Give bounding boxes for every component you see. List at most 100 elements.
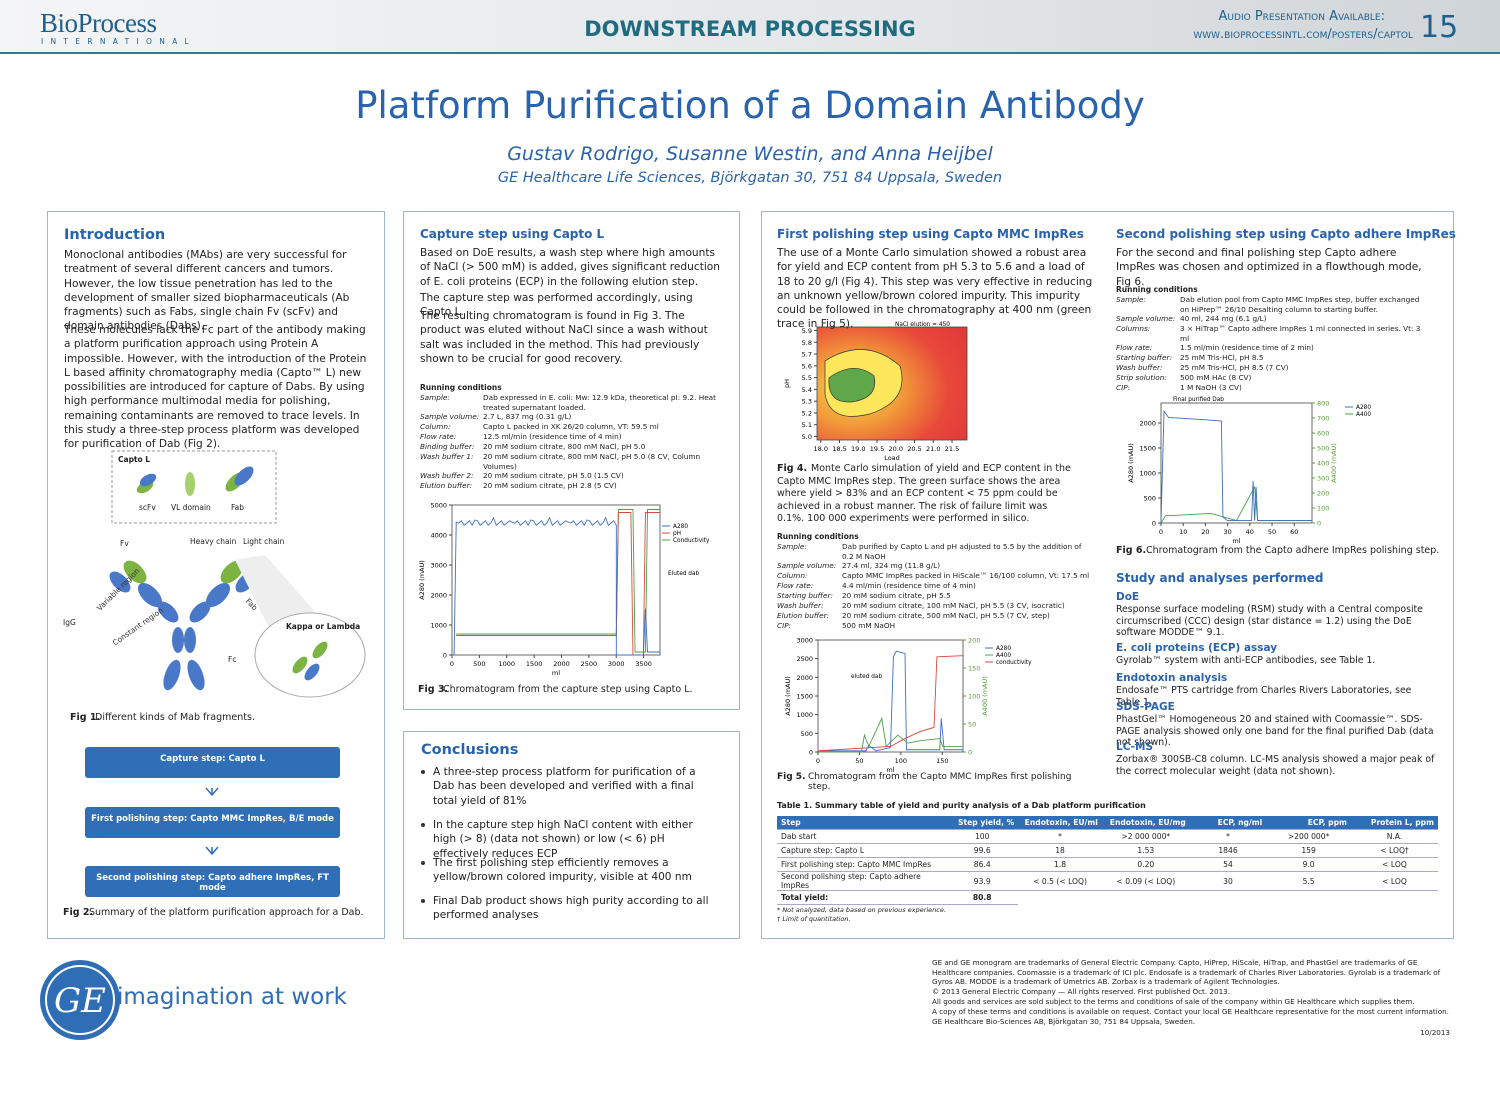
x-tick-label: 100 <box>895 757 907 765</box>
subheading: Endotoxin analysis <box>1116 672 1228 684</box>
annotation: NaCl elution = 450 <box>895 322 950 328</box>
x-tick-label: 20 <box>1201 528 1209 536</box>
caption: Summary of the platform purification app… <box>89 907 364 918</box>
x-tick-label: 10 <box>1179 528 1187 536</box>
trace <box>1160 410 1312 524</box>
y-tick-label: 5000 <box>430 502 447 510</box>
condition-value: 500 mM HAc (8 CV) <box>1180 373 1252 382</box>
y-tick-label: 2500 <box>796 655 813 663</box>
caption-label: Fig 5. <box>777 772 806 782</box>
annotation: Eluted dab <box>668 571 700 577</box>
y2-tick-label: 300 <box>1317 475 1329 483</box>
bullet-dot <box>421 899 425 903</box>
trace <box>818 716 963 753</box>
caption-label: Fig 1. <box>70 712 101 723</box>
caption: Chromatogram from the Capto MMC ImpRes f… <box>808 772 1072 792</box>
condition-key: Column: <box>777 571 808 580</box>
y-tick-label: 500 <box>1144 495 1156 503</box>
cell: * <box>1018 829 1102 844</box>
y2-tick-label: 600 <box>1317 430 1329 438</box>
caption-label: Fig 3. <box>418 684 449 695</box>
cell: 9.0 <box>1266 857 1351 872</box>
x-tick-label: 20.5 <box>907 445 921 453</box>
y-tick-label: 3000 <box>430 562 447 570</box>
footnote: † Limit of quantitation. <box>777 915 851 923</box>
heading: Conclusions <box>421 742 519 758</box>
condition-value: 20 mM sodium citrate, pH 2.8 (5 CV) <box>483 481 617 490</box>
x-tick-label: 150 <box>936 757 948 765</box>
condition-key: Starting buffer: <box>1116 353 1172 362</box>
caption-label: Fig 2. <box>63 907 94 918</box>
condition-key: Sample: <box>1116 295 1146 304</box>
y-tick-label: 5.4 <box>802 386 812 394</box>
figure-label: VL domain <box>171 503 211 512</box>
cell: 80.8 <box>946 890 1019 905</box>
x-tick-label: 2500 <box>581 660 598 668</box>
figure-label: Kappa or Lambda <box>286 622 361 631</box>
conditions-heading: Running conditions <box>1116 285 1198 294</box>
y-tick-label: 3000 <box>796 637 813 645</box>
y-tick-label: 5.8 <box>802 339 812 347</box>
flow-step: Second polishing step: Capto adhere ImpR… <box>96 873 329 893</box>
cell: Total yield: <box>777 890 947 905</box>
y-tick-label: 5.3 <box>802 398 812 406</box>
condition-value: 20 mM sodium citrate, pH 5.0 (1.5 CV) <box>483 471 624 480</box>
footnote: * Not analyzed, data based on previous e… <box>777 906 946 914</box>
figure-label: Capto L <box>118 455 151 464</box>
header-cell: Protein L, ppm <box>1350 816 1438 830</box>
legend-label: A400 <box>1356 412 1371 418</box>
figure-label: Light chain <box>243 537 285 546</box>
condition-key: Flow rate: <box>420 432 457 441</box>
paragraph: PhastGel™ Homogeneous 20 and stained wit… <box>1116 714 1434 748</box>
tagline: imagination at work <box>117 984 347 1010</box>
y2-tick-label: 400 <box>1317 460 1329 468</box>
paragraph: Endosafe™ PTS cartridge from Charles Riv… <box>1116 685 1412 708</box>
y-tick-label: 5.2 <box>802 409 812 417</box>
bullet: In the capture step high NaCl content wi… <box>433 819 693 860</box>
y2-tick-label: 0 <box>968 749 972 757</box>
x-tick-label: 20.0 <box>889 445 903 453</box>
subheading: E. coli proteins (ECP) assay <box>1116 642 1278 654</box>
caption: Chromatogram from the Capto adhere ImpRe… <box>1146 545 1440 556</box>
y-tick-label: 1500 <box>1139 445 1156 453</box>
heading: Introduction <box>64 227 166 243</box>
caption: Monte Carlo simulation of yield and ECP … <box>777 463 1071 524</box>
condition-value: 2.7 L, 837 mg (0.31 g/L) <box>483 412 572 421</box>
y-tick-label: 2000 <box>430 592 447 600</box>
condition-key: Binding buffer: <box>420 442 475 451</box>
page-number: 15 <box>1420 10 1459 45</box>
condition-value: 20 mM sodium citrate, pH 5.5 <box>842 591 951 600</box>
subheading: DoE <box>1116 591 1140 603</box>
x-tick-label: 500 <box>473 660 485 668</box>
trace <box>817 655 964 752</box>
table-row: Dab start 100 * >2 000 000* * >200 000* N.A. <box>777 829 1438 844</box>
x-axis-label: ml <box>886 766 894 774</box>
y-tick-label: 0 <box>1152 520 1156 528</box>
condition-key: Strip solution: <box>1116 373 1167 382</box>
condition-key: CIP: <box>777 621 791 630</box>
table-row: Second polishing step: Capto adhere ImpR… <box>777 871 1438 891</box>
paragraph: For the second and final polishing step … <box>1116 247 1422 288</box>
table: Step Step yield, % Endotoxin, EU/ml Endotox… <box>777 816 1438 905</box>
y-tick-label: 5.7 <box>802 351 812 359</box>
cell: First polishing step: Capto MMC ImpRes <box>777 857 947 872</box>
ge-logo: GE <box>40 960 120 1040</box>
condition-value: 1.5 ml/min (residence time of 2 min) <box>1180 343 1314 352</box>
panel <box>403 731 740 939</box>
x-tick-label: 60 <box>1290 528 1298 536</box>
condition-value: 20 mM sodium citrate, 800 mM NaCl, pH 5.… <box>483 452 701 471</box>
x-tick-label: 40 <box>1246 528 1254 536</box>
header-cell: ECP, ppm <box>1266 816 1351 830</box>
paragraph: The resulting chromatogram is found in F… <box>420 310 708 365</box>
x-tick-label: 19.5 <box>870 445 884 453</box>
cell: < LOQ† <box>1350 843 1438 858</box>
condition-key: Columns: <box>1116 324 1151 333</box>
figure-label: IgG <box>63 618 76 627</box>
cell: < 0.09 (< LOQ) <box>1101 871 1190 891</box>
panel <box>47 211 385 939</box>
fig2-flow <box>85 747 340 897</box>
cell: 159 <box>1266 843 1351 858</box>
condition-value: Dab elution pool from Capto MMC ImpRes s… <box>1180 295 1420 314</box>
